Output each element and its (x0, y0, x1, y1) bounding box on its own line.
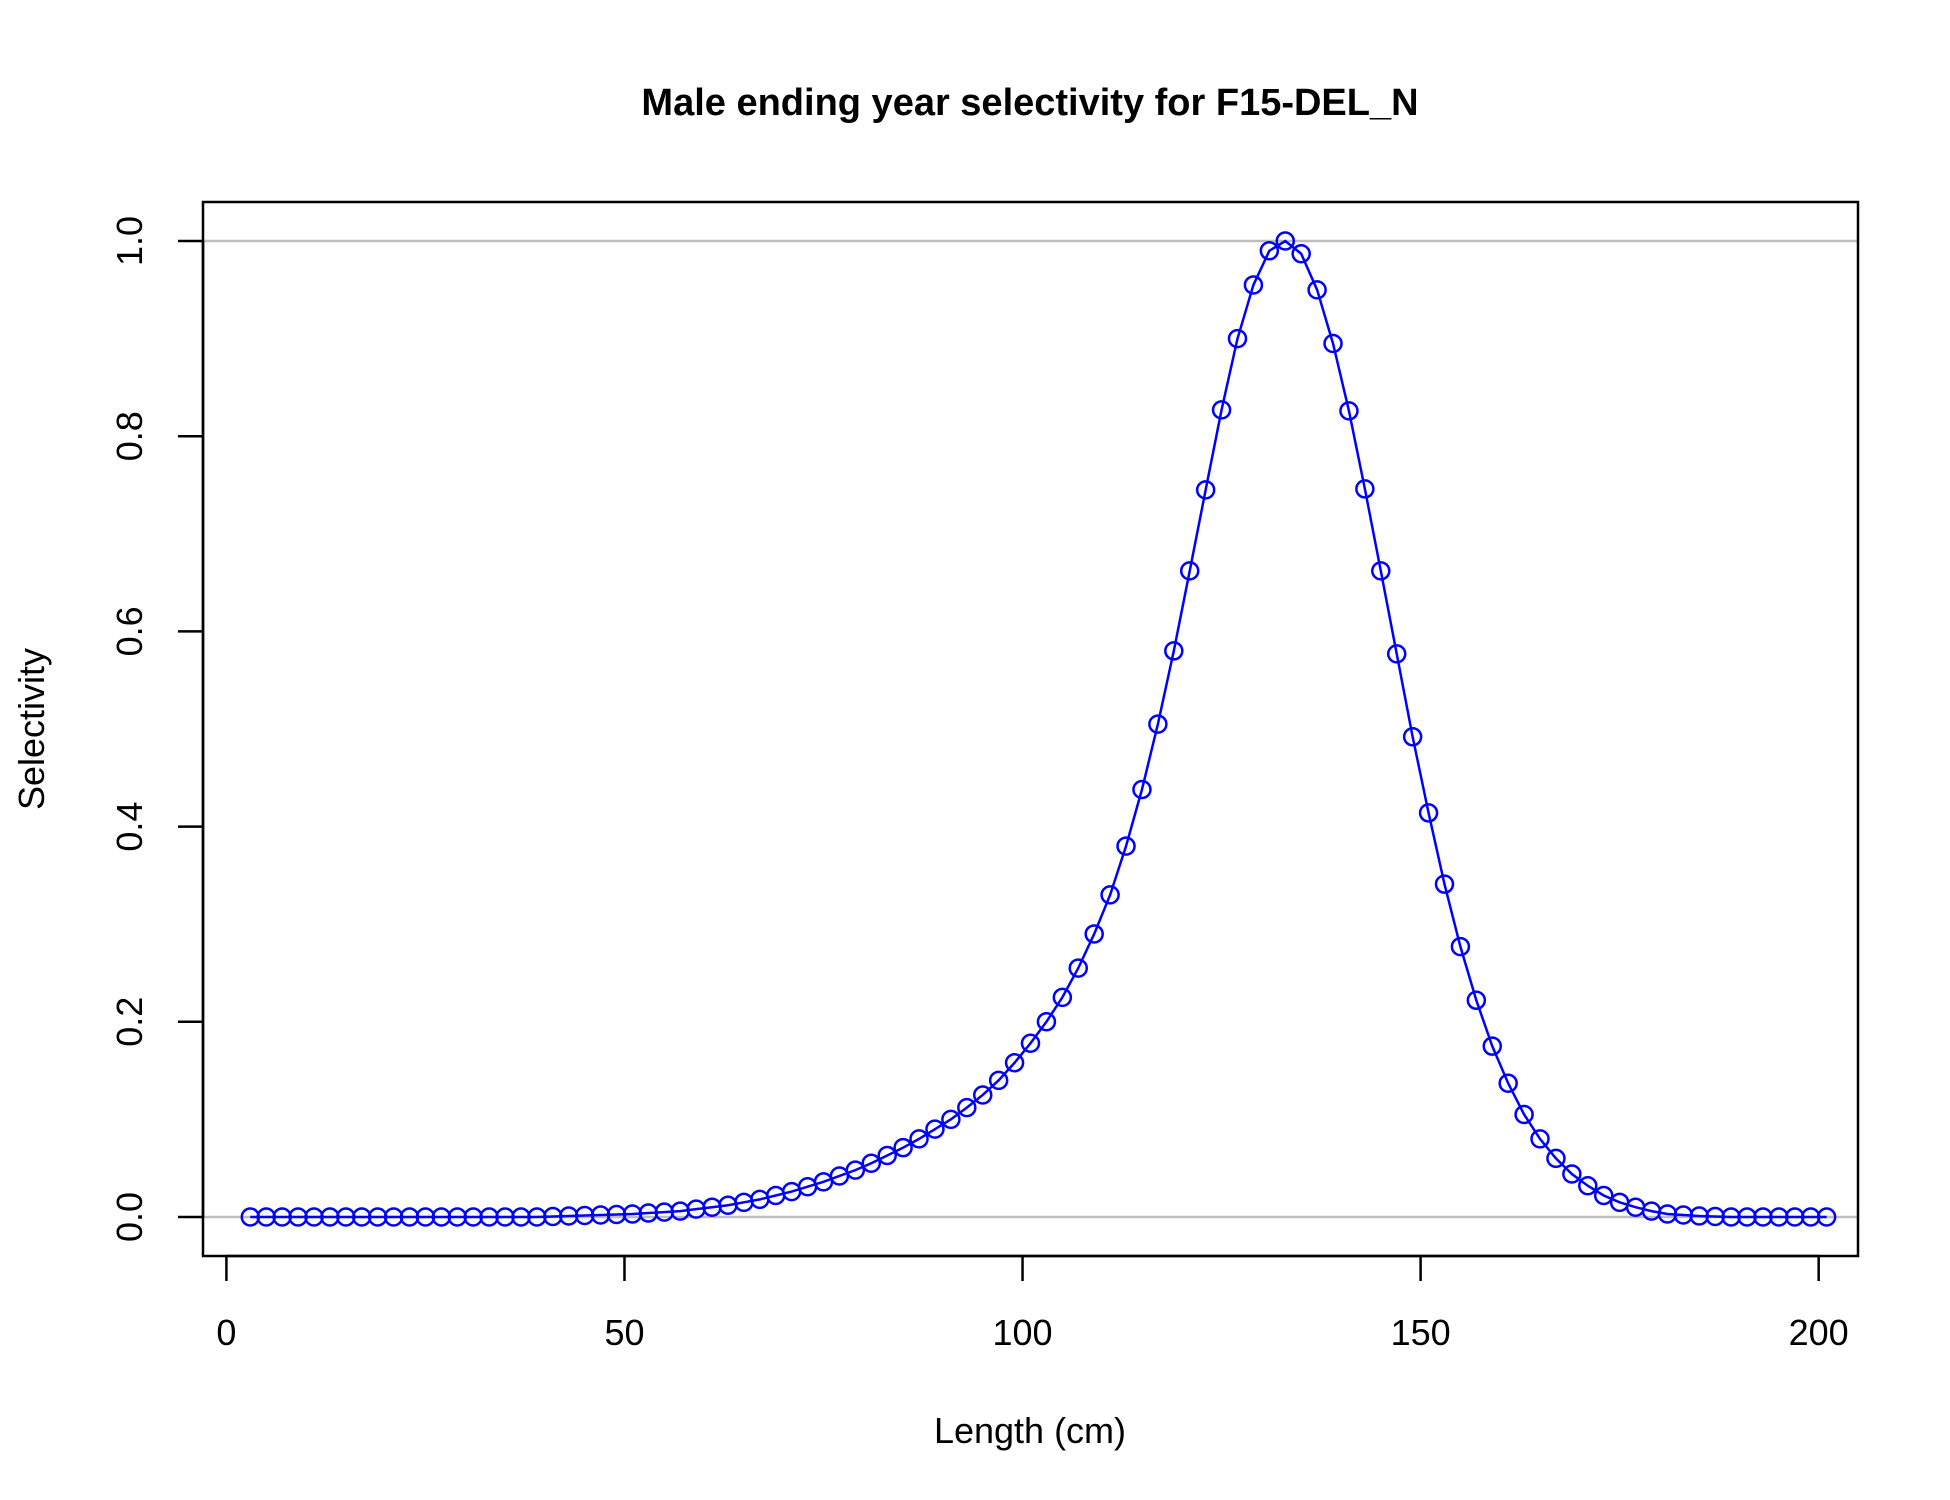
data-point (1386, 644, 1407, 664)
data-point (1116, 836, 1136, 856)
data-point (1514, 1104, 1534, 1125)
data-point (1195, 480, 1216, 500)
x-tick-label: 0 (216, 1312, 236, 1353)
x-tick-label: 100 (992, 1312, 1052, 1353)
y-tick-label: 0.0 (109, 1192, 150, 1242)
y-tick-label: 0.4 (109, 802, 150, 852)
y-tick-label: 0.2 (109, 997, 150, 1047)
series-line-group (250, 239, 1827, 1219)
data-point (1466, 990, 1487, 1011)
data-point (1211, 400, 1232, 420)
x-tick-label: 50 (604, 1312, 644, 1353)
y-axis-label: Selectivity (11, 648, 52, 810)
data-point (845, 1160, 866, 1180)
x-axis-label: Length (cm) (934, 1410, 1126, 1451)
data-point (1004, 1053, 1025, 1073)
data-point (972, 1085, 993, 1105)
data-point (1418, 803, 1439, 823)
data-point (1100, 885, 1120, 905)
data-point (1593, 1185, 1614, 1206)
y-axis: 0.0 0.2 0.4 0.6 0.8 1.0 (109, 216, 205, 1242)
data-point (1402, 727, 1423, 747)
y-tick-label: 1.0 (109, 216, 150, 266)
data-point (1164, 641, 1184, 661)
data-point (909, 1129, 929, 1149)
data-point (1132, 779, 1152, 800)
data-point (1355, 479, 1375, 499)
data-point (877, 1145, 897, 1166)
plot-frame (201, 200, 1860, 1258)
data-point (1148, 714, 1168, 734)
data-point (941, 1109, 961, 1130)
reference-lines (203, 239, 1858, 1219)
data-point (1546, 1148, 1566, 1169)
data-point (988, 1070, 1009, 1091)
chart-title: Male ending year selectivity for F15-DEL… (641, 82, 1418, 124)
data-point (1371, 561, 1391, 581)
data-point (1020, 1033, 1041, 1053)
data-point (1578, 1175, 1598, 1196)
data-point (957, 1097, 977, 1118)
data-point (1530, 1129, 1550, 1149)
data-point (1816, 1207, 1837, 1227)
data-point (1339, 401, 1359, 421)
data-point (1084, 924, 1104, 944)
data-point (1562, 1164, 1582, 1184)
x-tick-label: 200 (1789, 1312, 1849, 1353)
data-point (1307, 280, 1327, 300)
data-point (1259, 241, 1280, 261)
data-point (1227, 328, 1248, 349)
data-point (1434, 874, 1455, 894)
data-point (1498, 1073, 1518, 1094)
data-point (1450, 936, 1471, 957)
series-line (250, 239, 1827, 1219)
data-point (1052, 987, 1073, 1008)
x-tick-label: 150 (1391, 1312, 1451, 1353)
data-points (240, 231, 1837, 1227)
data-point (861, 1153, 882, 1174)
data-point (1482, 1036, 1503, 1056)
y-tick-label: 0.8 (109, 411, 150, 461)
data-point (1323, 333, 1343, 354)
data-point (1068, 958, 1089, 978)
data-point (1291, 243, 1311, 264)
data-point (1036, 1012, 1057, 1032)
data-point (925, 1119, 945, 1139)
data-point (1243, 275, 1264, 295)
y-tick-label: 0.6 (109, 606, 150, 656)
data-point (1275, 231, 1296, 251)
x-axis: 0 50 100 150 200 (216, 1254, 1849, 1353)
data-point (1179, 561, 1200, 581)
data-point (893, 1137, 913, 1158)
